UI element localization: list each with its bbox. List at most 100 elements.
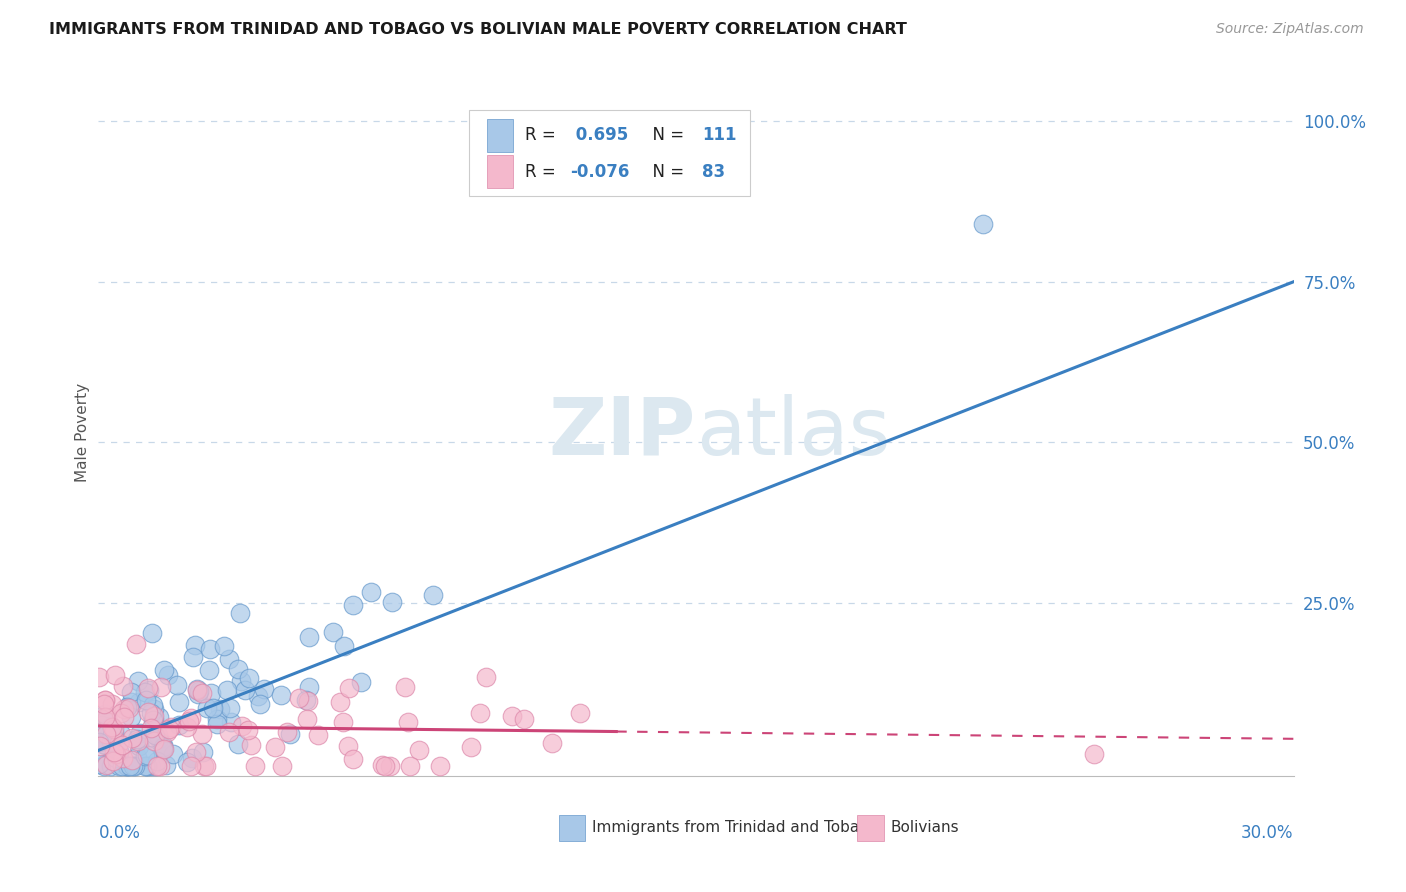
Point [121, 759, 143, 773]
Point [107, 759, 129, 773]
Point [360, 584, 382, 599]
Point [105, 747, 128, 761]
Point [501, 709, 523, 723]
Point [191, 745, 214, 759]
Point [101, 728, 124, 742]
Point [513, 712, 536, 726]
Point [177, 714, 200, 728]
Point [120, 710, 142, 724]
Point [139, 706, 162, 721]
FancyBboxPatch shape [858, 814, 883, 840]
Point [104, 750, 127, 764]
Point [541, 736, 564, 750]
Point [121, 731, 143, 746]
Point [429, 759, 451, 773]
Point [93, 759, 115, 773]
FancyBboxPatch shape [486, 155, 513, 188]
Point [91, 718, 114, 732]
Point [152, 738, 174, 752]
Text: atlas: atlas [696, 393, 890, 472]
Point [138, 682, 160, 697]
Point [176, 755, 198, 769]
Point [166, 678, 188, 692]
Point [100, 720, 122, 734]
Text: 111: 111 [702, 127, 737, 145]
Point [111, 679, 134, 693]
Point [107, 736, 129, 750]
Point [278, 727, 301, 741]
Point [209, 702, 232, 716]
Point [322, 624, 344, 639]
Point [145, 754, 167, 768]
Point [157, 722, 180, 736]
Point [378, 759, 401, 773]
Point [149, 759, 172, 773]
Point [118, 701, 141, 715]
Point [295, 713, 318, 727]
Point [112, 702, 135, 716]
Point [94, 739, 117, 753]
Text: R =: R = [524, 162, 561, 180]
Point [399, 759, 422, 773]
Point [350, 675, 373, 690]
Text: 30.0%: 30.0% [1241, 824, 1294, 842]
Point [134, 685, 156, 699]
Point [198, 663, 221, 677]
Point [141, 713, 163, 727]
Point [125, 750, 148, 764]
Point [94, 757, 117, 772]
Point [215, 682, 238, 697]
Y-axis label: Male Poverty: Male Poverty [75, 383, 90, 483]
Point [188, 684, 211, 698]
Point [104, 667, 127, 681]
Point [135, 759, 157, 773]
Point [246, 689, 269, 703]
Point [371, 758, 394, 772]
Point [226, 737, 249, 751]
Point [195, 700, 218, 714]
Point [460, 739, 482, 754]
Text: 83: 83 [702, 162, 725, 180]
Point [100, 759, 122, 773]
Point [468, 706, 491, 720]
Point [111, 759, 134, 773]
Point [148, 710, 170, 724]
Point [94, 726, 117, 740]
Point [141, 721, 163, 735]
Point [96, 710, 118, 724]
Point [146, 759, 169, 773]
Point [135, 693, 157, 707]
Point [184, 638, 207, 652]
Point [103, 745, 125, 759]
Text: Source: ZipAtlas.com: Source: ZipAtlas.com [1216, 22, 1364, 37]
Point [155, 758, 177, 772]
Point [149, 680, 172, 694]
Point [569, 706, 592, 720]
Point [90, 725, 112, 739]
Text: ZIP: ZIP [548, 393, 696, 472]
Text: N =: N = [643, 127, 689, 145]
Point [115, 699, 138, 714]
Point [110, 726, 132, 740]
Point [229, 673, 252, 688]
Point [972, 217, 994, 231]
Point [191, 686, 214, 700]
Point [115, 759, 138, 773]
Point [142, 708, 165, 723]
Point [295, 693, 318, 707]
Point [121, 753, 143, 767]
Point [243, 759, 266, 773]
Point [112, 710, 135, 724]
Point [143, 734, 166, 748]
Point [129, 725, 152, 739]
Point [186, 745, 208, 759]
Point [87, 735, 110, 749]
Point [198, 642, 221, 657]
Text: R =: R = [524, 127, 561, 145]
Text: IMMIGRANTS FROM TRINIDAD AND TOBAGO VS BOLIVIAN MALE POVERTY CORRELATION CHART: IMMIGRANTS FROM TRINIDAD AND TOBAGO VS B… [49, 22, 907, 37]
Point [394, 680, 416, 694]
Point [200, 686, 222, 700]
Point [120, 685, 142, 699]
Point [238, 671, 260, 685]
Point [146, 728, 169, 742]
